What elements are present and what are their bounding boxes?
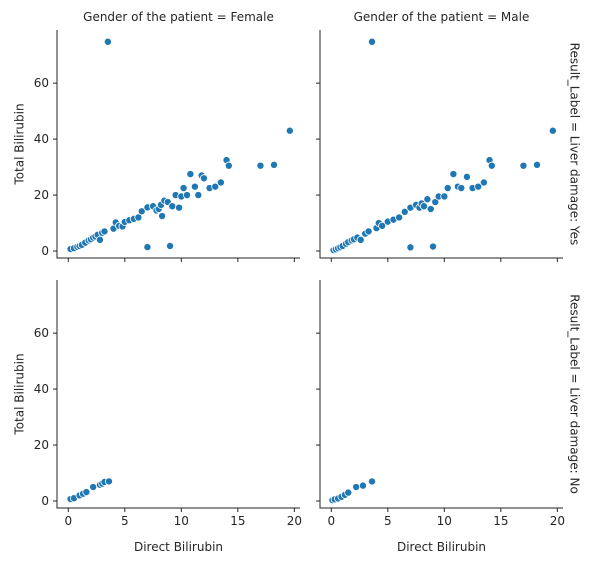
data-point (95, 235, 104, 244)
column-title: Gender of the patient = Female (83, 10, 274, 24)
data-point (285, 126, 294, 135)
y-tick-label: 40 (34, 382, 49, 396)
data-point (166, 241, 175, 250)
data-point (216, 178, 225, 187)
x-tick-label: 15 (493, 514, 508, 528)
column-title: Gender of the patient = Male (354, 10, 530, 24)
data-point (395, 213, 404, 222)
data-point (182, 191, 191, 200)
data-point (143, 243, 152, 252)
data-point (186, 170, 195, 179)
data-point (378, 221, 387, 230)
data-point (423, 195, 432, 204)
row-title: Result_Label = Liver damage: No (568, 294, 582, 494)
data-point (457, 184, 466, 193)
data-point (487, 161, 496, 170)
data-point (548, 126, 557, 135)
x-tick-label: 20 (550, 514, 565, 528)
points-layer (66, 37, 557, 505)
data-point (533, 160, 542, 169)
x-tick-label: 10 (437, 514, 452, 528)
axes-layer (53, 30, 563, 512)
y-tick-label: 20 (34, 188, 49, 202)
data-point (474, 182, 483, 191)
data-point (352, 483, 361, 492)
data-point (429, 242, 438, 251)
data-point (344, 488, 353, 497)
data-point (190, 182, 199, 191)
data-point (134, 213, 143, 222)
y-tick-label: 20 (34, 438, 49, 452)
data-point (479, 178, 488, 187)
data-point (199, 174, 208, 183)
y-tick-label: 60 (34, 326, 49, 340)
y-axis-label: Total Bilirubin (13, 103, 27, 185)
y-axis-label: Total Bilirubin (13, 353, 27, 435)
data-point (179, 184, 188, 193)
data-point (103, 37, 112, 46)
data-point (426, 205, 435, 214)
y-tick-label: 60 (34, 76, 49, 90)
data-point (519, 161, 528, 170)
x-tick-label: 15 (230, 514, 245, 528)
data-point (104, 477, 113, 486)
x-tick-label: 5 (121, 514, 129, 528)
x-tick-label: 10 (174, 514, 189, 528)
data-point (449, 170, 458, 179)
data-point (100, 227, 109, 236)
data-point (158, 212, 167, 221)
data-point (400, 207, 409, 216)
x-axis-label: Direct Bilirubin (397, 540, 486, 554)
data-point (406, 243, 415, 252)
y-tick-label: 0 (41, 244, 49, 258)
data-point (82, 488, 91, 497)
data-point (358, 481, 367, 490)
data-point (175, 203, 184, 212)
data-point (224, 161, 233, 170)
data-point (367, 37, 376, 46)
x-axis-label: Direct Bilirubin (134, 540, 223, 554)
data-point (211, 182, 220, 191)
y-tick-label: 0 (41, 494, 49, 508)
data-point (462, 172, 471, 181)
x-tick-label: 0 (64, 514, 72, 528)
data-point (270, 160, 279, 169)
data-point (364, 227, 373, 236)
data-point (419, 202, 428, 211)
x-tick-label: 20 (287, 514, 302, 528)
data-point (367, 477, 376, 486)
labels-layer: 0 20 40 60 0 5 10 15 20 0 20 40 60 0 5 10 15 20 Gender of … (13, 10, 582, 554)
data-point (137, 207, 146, 216)
x-tick-label: 0 (327, 514, 335, 528)
data-point (356, 235, 365, 244)
x-tick-label: 5 (384, 514, 392, 528)
row-title: Result_Label = Liver damage: Yes (568, 43, 582, 246)
data-point (168, 202, 177, 211)
y-tick-label: 40 (34, 132, 49, 146)
data-point (440, 192, 449, 201)
data-point (89, 483, 98, 492)
data-point (443, 184, 452, 193)
data-point (256, 161, 265, 170)
data-point (194, 191, 203, 200)
